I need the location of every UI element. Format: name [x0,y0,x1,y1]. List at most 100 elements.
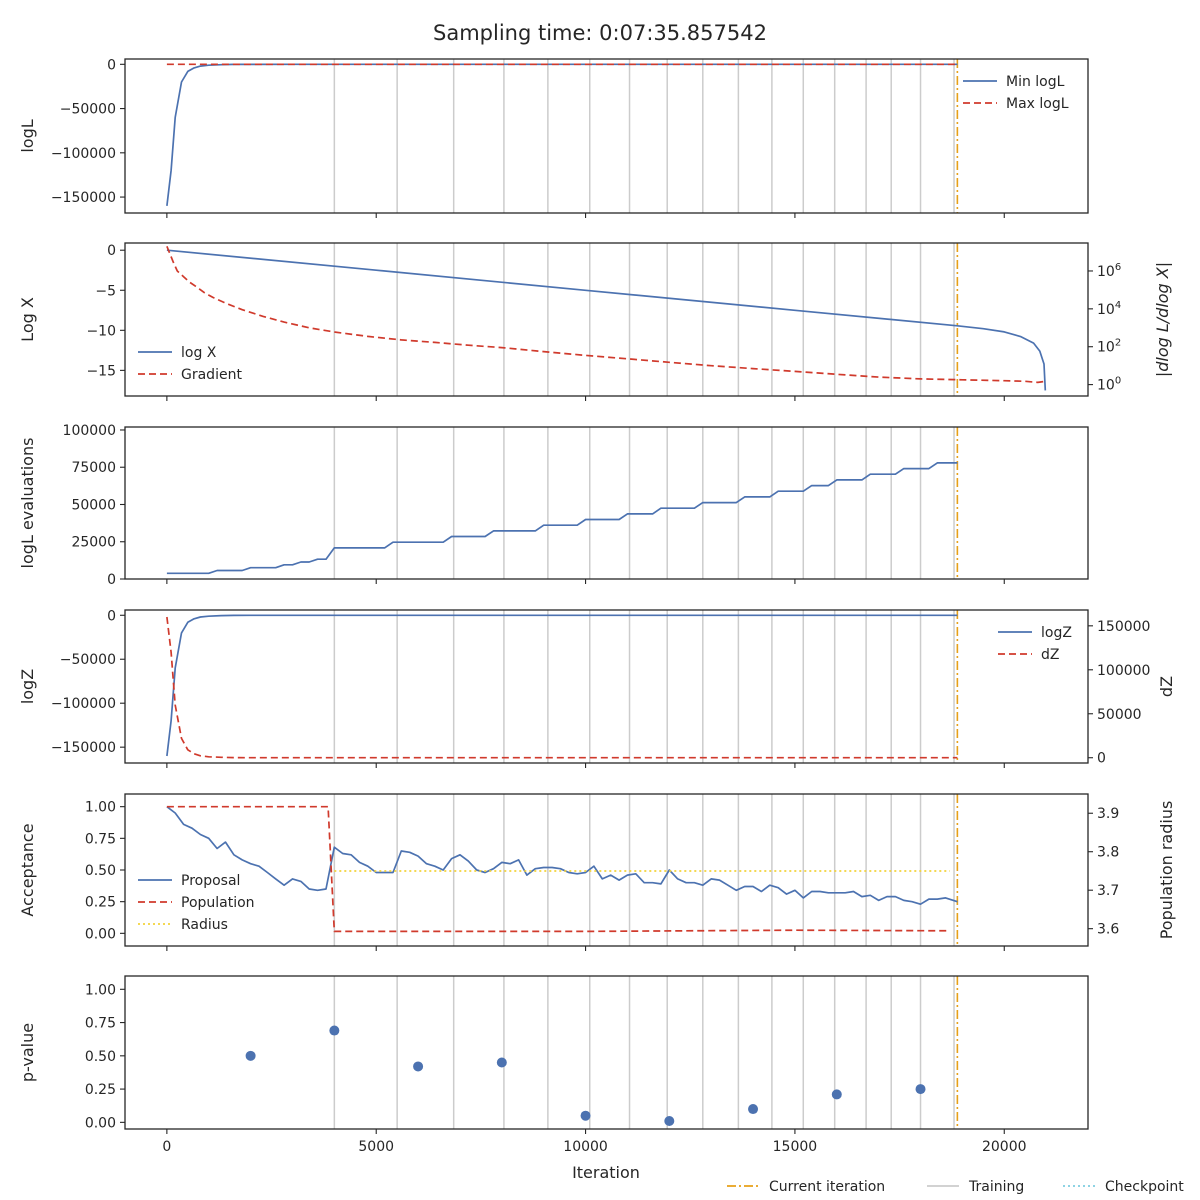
series-line-1 [166,462,958,575]
y-tick-label: 25000 [71,535,116,551]
x-axis-label: Iteration [572,1163,640,1182]
y-tick-label: 0.00 [85,926,116,942]
y-tick-label: −150000 [51,190,116,206]
legend-label: Gradient [181,367,242,383]
data-point [580,1110,591,1121]
subplot-4: 0 −50000 −100000 −150000 logZ 0 50000 100000 150… [18,608,1176,768]
y-tick-label: 0.50 [85,1049,116,1065]
y-tick-label: 75000 [71,460,116,476]
figure-legend-label: Checkpoint [1105,1179,1184,1195]
y-axis-label: Acceptance [18,823,37,916]
y2-tick-label: 3.9 [1097,806,1119,822]
legend-label: Population [181,895,255,911]
data-point [831,1089,842,1100]
y-tick-label: 50000 [71,497,116,513]
axes-frame [124,426,1089,580]
series-line-logz [166,614,958,757]
legend-label: Max logL [1006,96,1069,112]
y-tick-label: 1.00 [85,800,116,816]
series-line-gradient [166,245,1046,384]
y2-tick-label: 106 [1097,262,1121,280]
y-tick-label: −150000 [51,740,116,756]
y-tick-label: 0.50 [85,863,116,879]
figure-legend: Current iteration Training Checkpoint [727,1179,1184,1195]
series-line-log-x [166,249,1047,391]
data-point [748,1104,759,1115]
y-tick-label: 0.00 [85,1115,116,1131]
axes-frame [124,793,1089,947]
y-tick-label: 0 [107,57,116,73]
y-tick-label: −100000 [51,146,116,162]
y2-tick-label: 150000 [1097,619,1150,635]
x-tick-label: 0 [162,1139,171,1155]
y-tick-label: 0 [107,572,116,588]
y2-tick-label: 3.6 [1097,922,1119,938]
axes-frame [124,242,1089,397]
series-line-dz [166,616,958,759]
data-point [496,1057,507,1068]
y-tick-label: −10 [86,323,116,339]
y2-tick-label: 3.8 [1097,845,1119,861]
y-tick-label: −5 [95,283,116,299]
y-tick-label: 0.25 [85,1082,116,1098]
series-group [166,805,958,933]
data-point [413,1061,424,1072]
legend-label: log X [181,345,217,361]
y-axis-label: logL evaluations [18,438,37,569]
subplot-3: 0 25000 50000 75000 100000 logL evaluations [18,423,1089,588]
series-line-proposal [166,806,958,906]
legend-label: logZ [1041,625,1072,641]
data-point [664,1116,675,1127]
y-tick-label: −100000 [51,696,116,712]
x-tick-label: 5000 [358,1139,394,1155]
x-tick-label: 20000 [982,1139,1027,1155]
y2-tick-label: 102 [1097,338,1121,356]
legend: Proposal Population Radius [138,873,255,933]
y-tick-label: 0 [107,608,116,624]
y-axis-label: Log X [18,297,37,342]
legend: Min logL Max logL [963,74,1069,112]
figure-title: Sampling time: 0:07:35.857542 [433,21,767,45]
y-axis-label: logL [18,119,37,152]
x-tick-label: 15000 [773,1139,818,1155]
y2-tick-label: 104 [1097,300,1121,318]
y2-axis-label: |dlog L/dlog X| [1153,262,1172,377]
y2-tick-label: 50000 [1097,707,1142,723]
y-tick-label: −15 [86,363,116,379]
y-tick-label: 0 [107,243,116,259]
series-line-min-logl [166,63,958,207]
figure-legend-label: Training [968,1179,1024,1195]
y2-tick-label: 0 [1097,751,1106,767]
data-point [915,1084,926,1095]
series-group [166,614,958,759]
axes-frame [124,609,1089,764]
y2-tick-label: 100000 [1097,663,1150,679]
legend: log X Gradient [138,345,242,383]
figure-legend-label: Current iteration [769,1179,885,1195]
legend-label: Radius [181,917,228,933]
data-point [329,1025,340,1036]
y-tick-label: −50000 [60,102,116,118]
axes-frame [124,58,1089,214]
series-line-population [166,805,950,933]
series-group [166,245,1047,391]
y-tick-label: 0.25 [85,895,116,911]
x-tick-label: 10000 [563,1139,608,1155]
y-tick-label: 0.75 [85,831,116,847]
y2-axis-label: Population radius [1157,801,1176,940]
y2-tick-label: 3.7 [1097,883,1119,899]
y-tick-label: 100000 [63,423,116,439]
legend-label: Proposal [181,873,240,889]
legend-label: Min logL [1006,74,1065,90]
legend-label: dZ [1041,647,1059,663]
y2-axis-label: dZ [1157,676,1176,697]
subplot-6: 0.00 0.25 0.50 0.75 1.00 p-value 0 5000 10000 150… [18,975,1089,1155]
series-group [166,462,958,575]
series-group [245,1025,926,1127]
axes-frame [124,975,1089,1130]
series-group [166,63,958,207]
subplot-1: 0 −50000 −100000 −150000 logL Min logL Max log… [18,57,1089,218]
y-tick-label: 1.00 [85,982,116,998]
